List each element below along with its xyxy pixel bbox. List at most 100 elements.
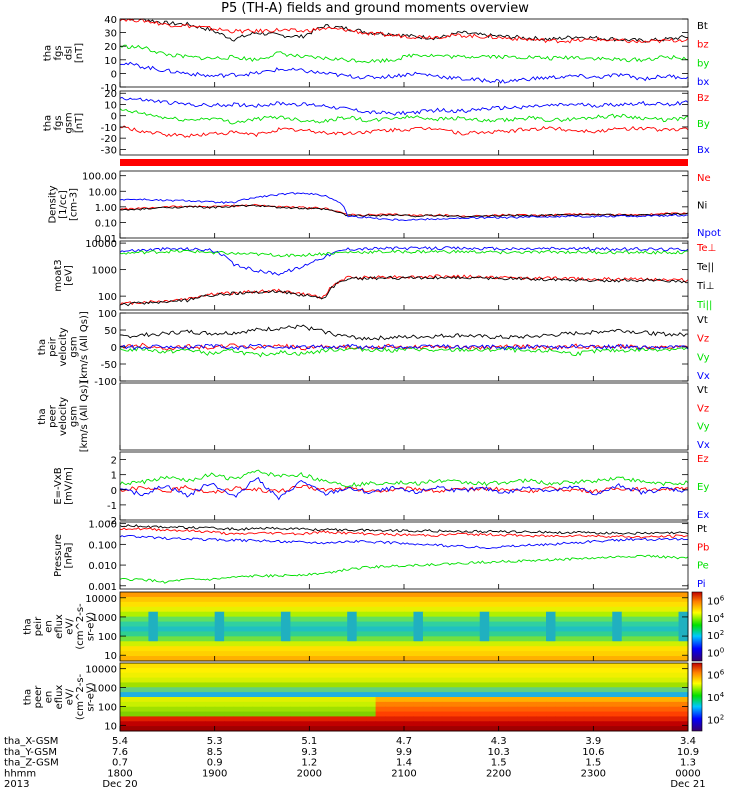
colorbar-tick-label: 106: [707, 595, 725, 608]
series-Pi: [119, 535, 688, 549]
series-Pt: [119, 524, 689, 535]
y-axis-label-line: fgs: [53, 115, 64, 130]
colorbar-tick-label: 102: [707, 714, 724, 727]
series-Bx: [119, 125, 689, 138]
y-axis-label-line: moat3: [53, 259, 64, 291]
legend-Vx: Vx: [697, 371, 710, 382]
series-Npot: [119, 192, 688, 221]
y-axis-label-line: tha: [23, 689, 34, 705]
panel-frame: [119, 451, 689, 521]
series-by: [119, 44, 689, 64]
y-tick-label: 40: [104, 15, 117, 26]
y-axis-label-line: Pressure: [53, 534, 64, 577]
y-tick-label: -20: [101, 134, 117, 145]
legend-Bx: Bx: [697, 145, 710, 156]
y-axis-label-line: gsm: [63, 112, 74, 133]
legend-Pi: Pi: [697, 579, 706, 590]
y-tick-label: 10000: [85, 665, 117, 676]
series-Ti_perp: [119, 246, 689, 276]
series-bx: [119, 61, 689, 84]
x-row-value: 2200: [486, 768, 511, 779]
colorbar-tick-label: 104: [707, 612, 725, 625]
x-row-value: 10.3: [488, 747, 510, 758]
y-tick-label: -10: [101, 123, 117, 134]
x-row-value: 1.5: [585, 758, 601, 769]
legend-Vy: Vy: [697, 352, 710, 363]
x-row-value: 1.5: [491, 758, 507, 769]
series-Vx: [119, 343, 689, 351]
panel-pressure: 0.001 0.010 0.100 1.000 Pressure [nPa] Pt Pb Pe P…: [53, 520, 710, 593]
x-row-value: 4.3: [491, 736, 507, 747]
x-row-value: 5.1: [301, 736, 317, 747]
y-tick-label: -10: [101, 83, 117, 94]
y-tick-label: 100: [98, 702, 117, 713]
y-axis-label-line: sr-eV): [86, 612, 97, 641]
y-axis-label-line: [nT]: [74, 113, 85, 133]
x-row-value: 3.9: [585, 736, 601, 747]
panel-frame: [119, 382, 689, 451]
y-tick-label: 0: [111, 112, 117, 123]
legend-Pb: Pb: [697, 542, 709, 553]
series-Te_par: [119, 275, 688, 307]
y-tick-label: 100: [98, 309, 117, 320]
y-axis-label: tha peir en eflux eV/(cm^2-s-sr-eV): [23, 603, 97, 650]
x-row-label: tha_Z-GSM: [4, 758, 59, 769]
x-row-value: 1900: [202, 768, 227, 779]
x-row-value: 2100: [391, 768, 416, 779]
x-row-value: 10.6: [582, 747, 604, 758]
y-axis-label-line: en: [44, 620, 55, 633]
legend-Pe: Pe: [697, 561, 709, 572]
chart-title: P5 (TH-A) fields and ground moments over…: [221, 1, 529, 16]
legend-Ti⊥: Ti⊥: [696, 281, 714, 292]
y-axis-label-line: velocity: [58, 327, 69, 366]
colorbar: [691, 662, 703, 732]
y-tick-label: 30: [104, 29, 117, 40]
y-axis-label-line: Density: [48, 185, 59, 223]
y-axis-label: tha fgs dsl [nT]: [42, 43, 85, 63]
y-tick-label: 0.001: [88, 582, 117, 593]
colorbar-tick-label: 102: [707, 629, 724, 642]
y-axis-label-line: [1/cc]: [58, 190, 69, 219]
y-axis-label-line: peer: [48, 404, 59, 428]
legend-Vz: Vz: [697, 334, 709, 345]
series-Bt: [120, 18, 689, 43]
series-Vy: [119, 346, 688, 358]
legend-Ti||: Ti||: [696, 300, 712, 311]
x-row-label: tha_X-GSM: [4, 736, 58, 747]
y-tick-label: 10000: [85, 239, 117, 250]
y-axis-label-line: eV/: [65, 688, 76, 705]
y-axis-label-line: dsl: [63, 46, 74, 60]
x-row-value: 1800: [107, 768, 132, 779]
y-axis-label-line: [nPa]: [63, 542, 74, 568]
legend-Ni: Ni: [697, 201, 707, 212]
y-axis-label: tha fgs gsm [nT]: [42, 112, 85, 133]
legend-bz: bz: [697, 40, 709, 51]
y-tick-label: 0.10: [95, 218, 117, 229]
x-row-value: 1.4: [396, 758, 412, 769]
legend-Bt: Bt: [697, 21, 708, 32]
y-tick-label: 20: [104, 89, 117, 100]
colorbar-tick-label: 106: [707, 668, 725, 681]
y-axis-label: E=-VxB [mV/m]: [53, 467, 75, 505]
series-Ni: [119, 204, 689, 218]
series-Pe: [119, 554, 689, 584]
y-axis-label-line: eflux: [54, 614, 65, 639]
x-row-value: 4.7: [396, 736, 412, 747]
y-axis-label-line: fgs: [53, 45, 64, 60]
legend-Te||: Te||: [696, 262, 714, 273]
y-axis-label-line: [km/s (All Qs)]: [79, 311, 90, 383]
legend-by: by: [697, 58, 709, 69]
x-row-label: hhmm: [4, 768, 36, 779]
y-tick-label: 10: [104, 721, 117, 732]
y-axis-label-line: tha: [42, 115, 53, 131]
y-tick-label: 1000: [92, 266, 117, 277]
series-Te_perp: [119, 274, 689, 306]
panel-efield: -2 -1 0 1 2 E=-VxB [mV/m] Ez Ey Ex: [53, 451, 709, 527]
x-row-label: 2013: [4, 779, 29, 790]
y-axis-label: tha peer velocity gsm [km/s (All Qs)]: [37, 381, 90, 453]
series-Ti_par: [119, 249, 688, 258]
flag-bar: [120, 159, 688, 166]
y-tick-label: 1: [111, 471, 117, 482]
y-tick-label: 10: [104, 651, 117, 662]
